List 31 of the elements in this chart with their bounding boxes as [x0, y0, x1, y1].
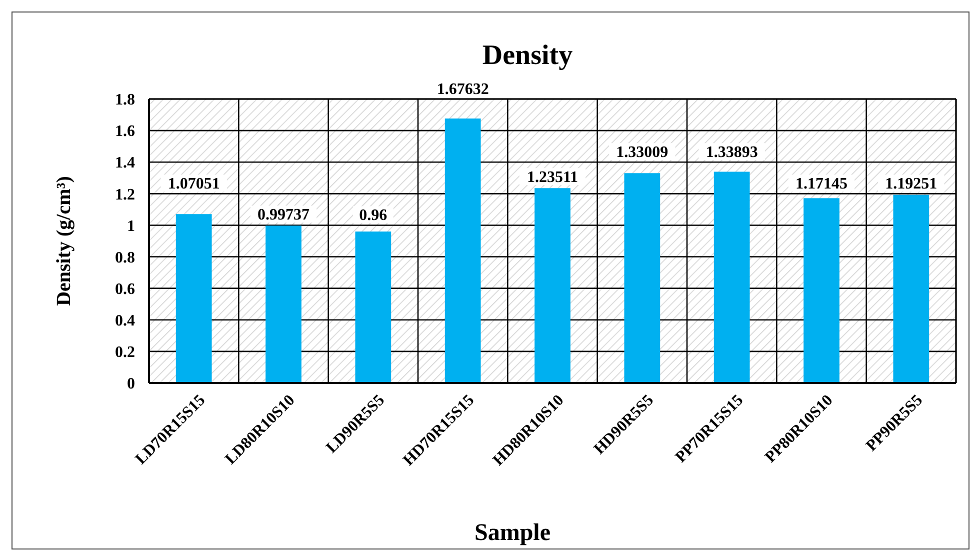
y-tick-label: 0: [127, 376, 135, 393]
bar: [804, 198, 840, 383]
data-label: 1.33893: [706, 144, 758, 162]
y-tick-label: 1.6: [115, 123, 135, 140]
data-label: 0.96: [359, 207, 388, 224]
bar: [444, 118, 481, 383]
bar: [714, 172, 750, 383]
y-tick-label: 0.8: [115, 249, 135, 266]
y-tick-label: 1: [127, 218, 135, 235]
bar: [624, 173, 660, 383]
data-label: 1.19251: [885, 176, 938, 193]
y-tick-label: 1.4: [115, 154, 135, 172]
data-label: 1.17145: [796, 176, 848, 193]
y-axis-title: Density (g/cm³): [53, 176, 75, 306]
y-tick-label: 0.6: [115, 280, 135, 298]
x-axis-title: Sample: [474, 520, 551, 546]
data-label: 0.99737: [258, 206, 310, 224]
y-tick-label: 0.2: [115, 344, 135, 362]
bar: [893, 194, 930, 383]
data-label: 1.33009: [616, 144, 668, 162]
bar: [534, 188, 570, 383]
bar: [176, 214, 212, 383]
y-tick-label: 1.2: [115, 186, 135, 204]
data-label: 1.23511: [526, 169, 578, 186]
bar: [266, 226, 302, 383]
y-tick-label: 0.4: [115, 312, 135, 330]
y-tick-label: 1.8: [115, 92, 135, 109]
chart-title: Density: [482, 40, 573, 71]
bar: [355, 232, 392, 383]
data-label: 1.67632: [436, 81, 489, 98]
data-label: 1.07051: [168, 176, 220, 193]
